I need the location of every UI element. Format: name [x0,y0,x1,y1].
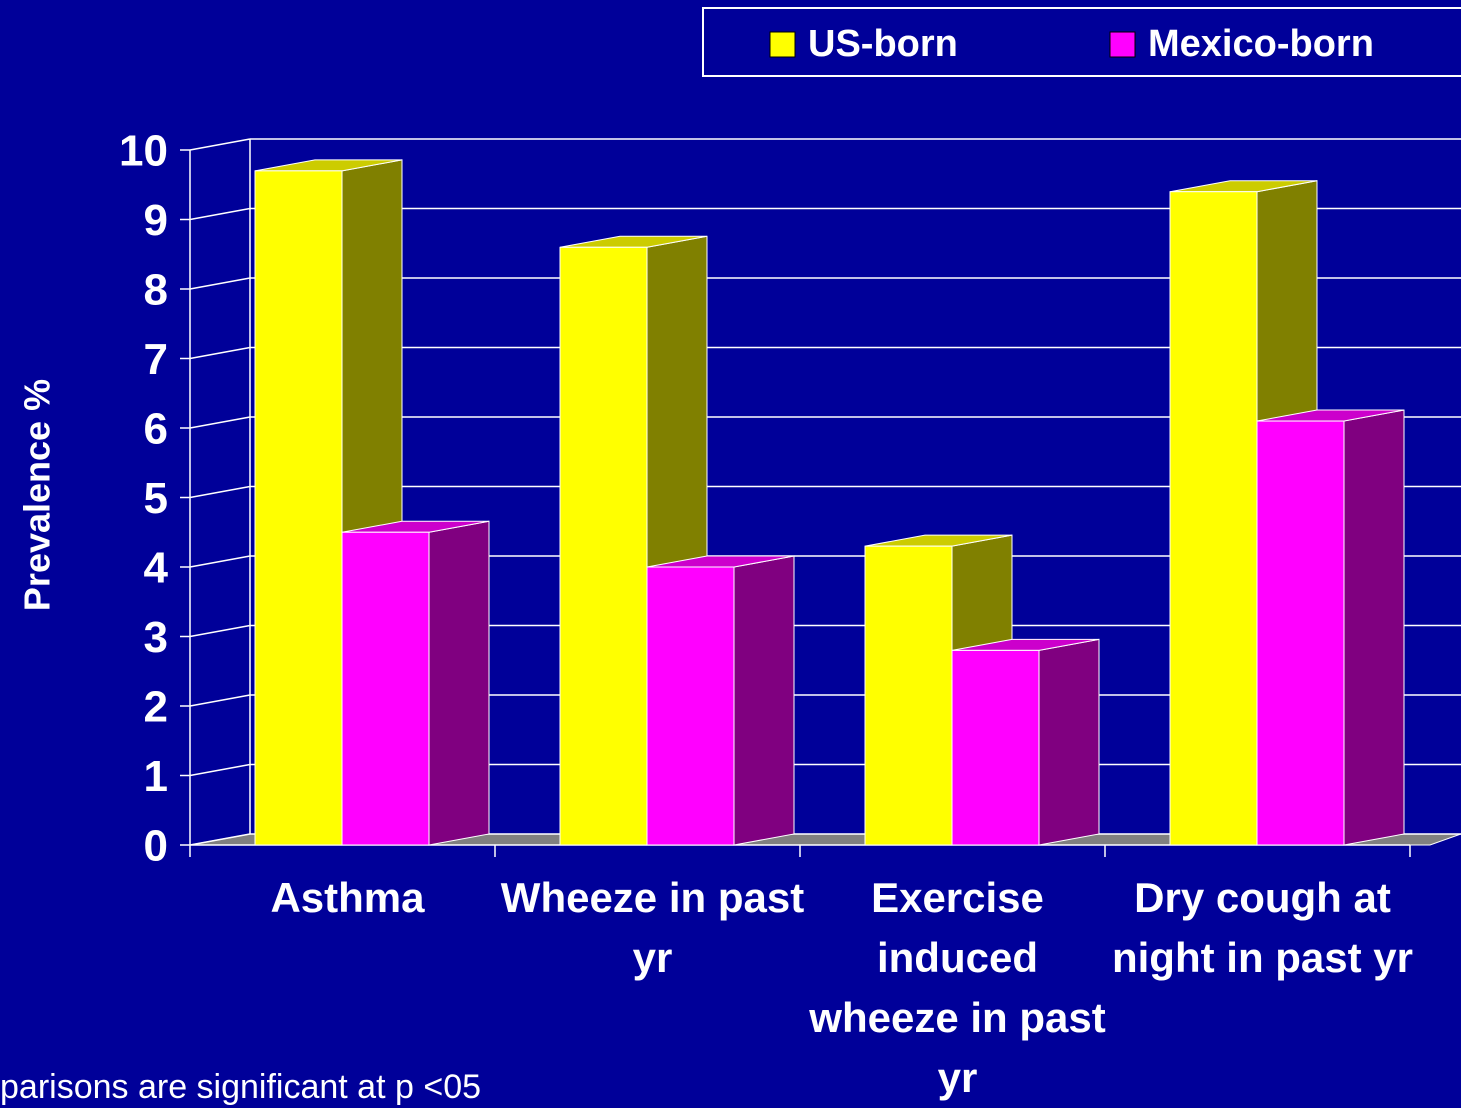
grid-line-side [189,833,251,846]
y-tick-label: 1 [144,752,168,801]
grid-line-side [189,207,251,221]
y-tick-label: 6 [144,405,168,454]
grid-line-side [189,277,251,290]
bar [864,545,953,846]
bar [1256,420,1345,846]
x-tick-label: Dry cough at night in past yr [1111,874,1413,981]
legend-box [702,7,1461,77]
bar-side [1038,638,1100,846]
y-tick-label: 7 [144,335,168,384]
legend-label: US-born [808,23,958,65]
grid-line-side [189,346,251,360]
grid-line-side [189,416,251,429]
y-tick-label: 9 [144,196,168,245]
grid-line-side [189,485,251,499]
legend-label: Mexico-born [1148,23,1374,65]
y-tick-label: 3 [144,613,168,662]
x-tick-label: Wheeze in past yr [500,874,805,981]
bar-side [1343,409,1405,846]
x-tick-label: Exercise induced wheeze in past yr [809,874,1106,1101]
grid-line-side [189,694,251,707]
y-tick-label: 5 [144,474,168,523]
x-tick-label: Asthma [270,874,425,921]
bar-side [733,555,795,846]
bar-side [428,520,490,846]
y-tick-label: 4 [144,544,169,593]
bar [254,170,343,846]
grid-line-side [189,624,251,638]
bar [559,246,648,846]
bar [341,531,430,846]
y-tick-label: 8 [144,266,168,315]
y-axis-label: Prevalence % [17,379,58,611]
y-tick-label: 10 [119,127,168,176]
bar [646,566,735,846]
footnote: parisons are significant at p <05 [0,1068,482,1106]
legend-swatch [1109,31,1136,58]
grid-line-side [189,763,251,777]
y-tick-label: 2 [144,683,168,732]
bar [951,649,1040,846]
bar [1169,191,1258,846]
y-tick-label: 0 [144,822,168,871]
grid-line-side [189,138,251,151]
grid-line-side [189,555,251,568]
legend-swatch [769,31,796,58]
